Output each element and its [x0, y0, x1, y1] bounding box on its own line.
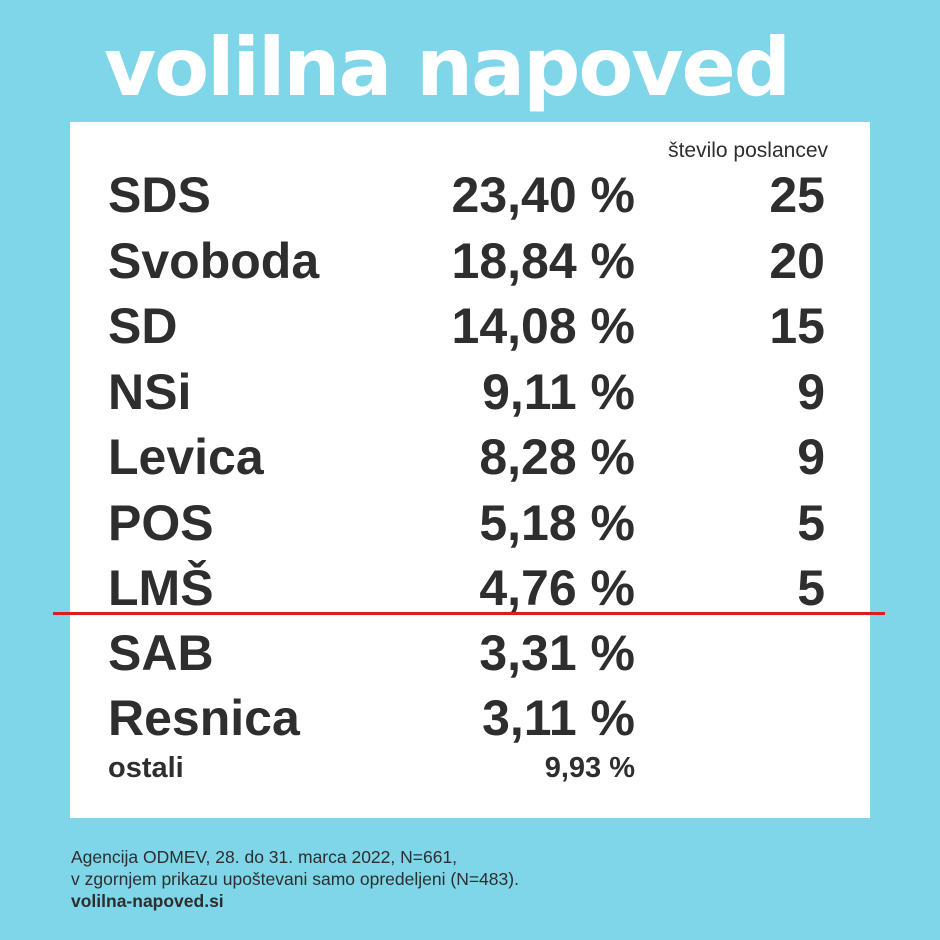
source-footer: Agencija ODMEV, 28. do 31. marca 2022, N… [71, 846, 519, 912]
party-name: Resnica [108, 690, 300, 746]
party-percent: 18,84 % [451, 233, 635, 289]
party-percent: 8,28 % [479, 429, 635, 485]
party-percent: 5,18 % [479, 495, 635, 551]
party-seats: 5 [797, 495, 825, 551]
party-seats: 25 [769, 167, 825, 223]
party-percent: 9,93 % [544, 752, 635, 784]
party-percent: 9,11 % [482, 364, 635, 420]
party-seats: 5 [797, 560, 825, 616]
seats-column-header: število poslancev [668, 139, 828, 162]
table-row: POS 5,18 % 5 [70, 490, 870, 556]
website-link[interactable]: volilna-napoved.si [71, 891, 224, 911]
party-name: SDS [108, 167, 211, 223]
party-percent: 14,08 % [451, 298, 635, 354]
party-name: Levica [108, 429, 264, 485]
table-row: Levica 8,28 % 9 [70, 424, 870, 490]
party-percent: 4,76 % [479, 560, 635, 616]
table-row: NSi 9,11 % 9 [70, 359, 870, 425]
page-title: volilna napoved [104, 21, 791, 114]
table-row: SD 14,08 % 15 [70, 293, 870, 359]
party-percent: 3,31 % [479, 625, 635, 681]
party-name: ostali [108, 752, 184, 784]
table-row: Svoboda 18,84 % 20 [70, 228, 870, 294]
party-seats: 20 [769, 233, 825, 289]
table-row-others: ostali 9,93 % [70, 748, 870, 788]
party-percent: 23,40 % [451, 167, 635, 223]
party-seats: 15 [769, 298, 825, 354]
party-name: SD [108, 298, 178, 354]
results-card: število poslancev SDS 23,40 % 25 Svoboda… [70, 122, 870, 818]
party-name: Svoboda [108, 233, 320, 289]
table-row: SDS 23,40 % 25 [70, 162, 870, 228]
party-name: SAB [108, 625, 214, 681]
party-name: POS [108, 495, 214, 551]
party-seats: 9 [797, 429, 825, 485]
source-line-2: v zgornjem prikazu upoštevani samo opred… [71, 869, 519, 889]
source-line-1: Agencija ODMEV, 28. do 31. marca 2022, N… [71, 847, 458, 867]
party-name: LMŠ [108, 560, 214, 616]
table-row: SAB 3,31 % [70, 620, 870, 686]
threshold-line [53, 612, 885, 615]
table-row: Resnica 3,11 % [70, 685, 870, 751]
party-percent: 3,11 % [482, 690, 635, 746]
party-seats: 9 [797, 364, 825, 420]
table-row: LMŠ 4,76 % 5 [70, 555, 870, 621]
party-name: NSi [108, 364, 192, 420]
